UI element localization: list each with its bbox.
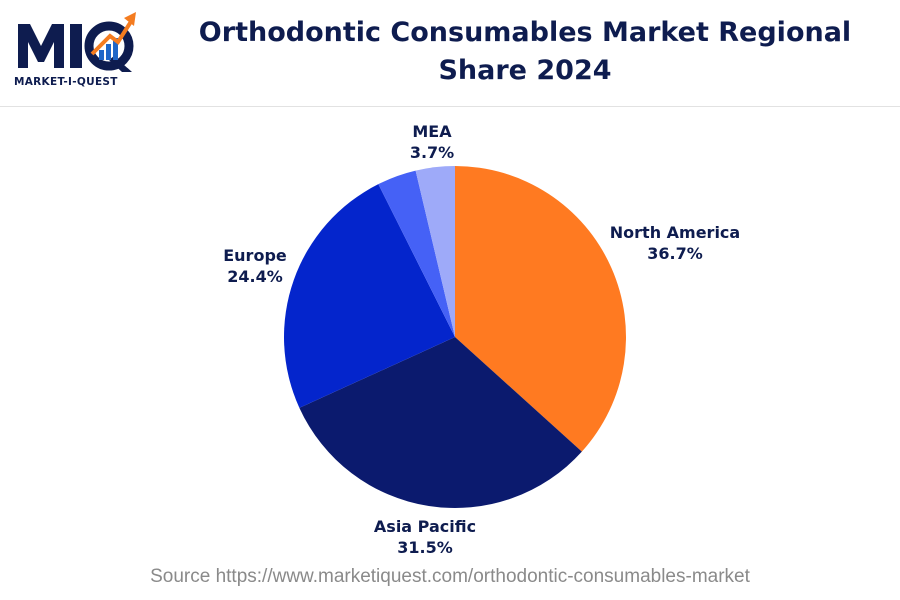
chart-title: Orthodontic Consumables Market Regional … xyxy=(198,17,852,86)
slice-label-north-america: North America xyxy=(610,223,740,242)
slice-label-europe: Europe xyxy=(223,246,287,265)
pie-slice-europe xyxy=(284,184,455,408)
slice-value-europe: 24.4% xyxy=(227,267,283,286)
chart-area: North America 36.7% Asia Pacific 31.5% Europ… xyxy=(0,107,900,562)
pie-slice-latin-america xyxy=(415,166,455,337)
source-caption: Source https://www.marketiquest.com/orth… xyxy=(150,566,750,587)
pie-slice-mea xyxy=(378,170,455,337)
pie-slice-north-america xyxy=(455,166,626,452)
header: MARKET-I-QUEST Orthodontic Consumables M… xyxy=(0,0,900,107)
slice-value-asia-pacific: 31.5% xyxy=(397,538,453,557)
slice-label-asia-pacific: Asia Pacific xyxy=(374,517,476,536)
logo: MARKET-I-QUEST xyxy=(14,10,144,92)
slice-value-mea: 3.7% xyxy=(410,143,454,162)
logo-mark xyxy=(18,12,136,72)
logo-tagline: MARKET-I-QUEST xyxy=(14,76,118,88)
slice-label-mea: MEA xyxy=(412,122,452,141)
pie-slice-asia-pacific xyxy=(299,337,582,508)
pie-chart: North America 36.7% Asia Pacific 31.5% Europ… xyxy=(223,122,740,557)
slice-value-north-america: 36.7% xyxy=(647,244,703,263)
